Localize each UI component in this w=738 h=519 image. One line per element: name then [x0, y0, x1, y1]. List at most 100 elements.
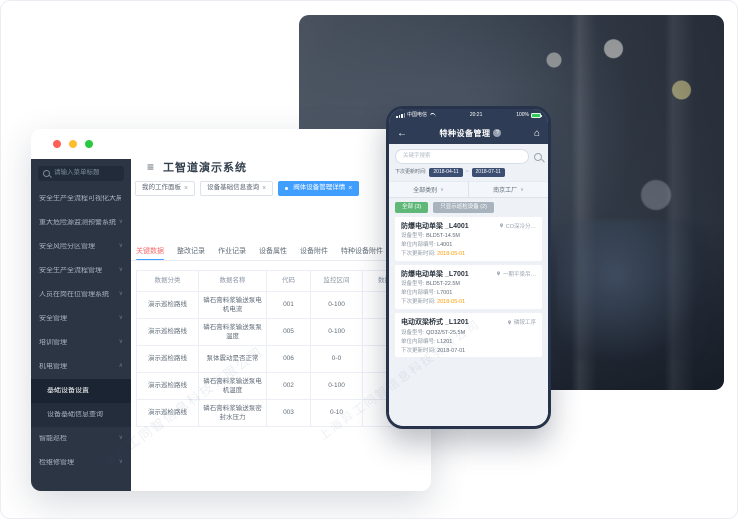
sidebar-item-maintenance[interactable]: 检维修管理 ∨	[31, 451, 131, 475]
sidebar-item-label: 人员在岗在位管理系统	[39, 290, 109, 298]
battery-icon	[530, 113, 542, 118]
sidebar-item-equipment-info-query[interactable]: 设备基础信息查询	[31, 403, 131, 427]
minimize-window-button[interactable]	[69, 140, 77, 148]
table-cell: 演示巡检路线	[137, 292, 199, 319]
filter-dropdowns: 全部类别 ∨ 南京工厂 ∨	[389, 181, 548, 198]
sidebar-item-label: 重大危险源监测预警系统	[39, 218, 116, 226]
table-cell: 0-100	[311, 292, 363, 319]
chevron-down-icon: ∨	[118, 243, 123, 250]
equipment-location: 一期平梁吊…	[496, 270, 536, 278]
sidebar-item-label: 培训管理	[39, 338, 67, 346]
sidebar-item-smart-inspection[interactable]: 智能巡检 ∨	[31, 427, 131, 451]
equipment-card[interactable]: 防爆电动单梁 _L7001 一期平梁吊… 设备型号: BLD5T-22.5M 单…	[395, 264, 542, 310]
tab-special-equipment-attachments[interactable]: 特种设备附件	[341, 248, 383, 255]
close-icon[interactable]: ×	[184, 185, 189, 192]
home-icon[interactable]: ⌂	[533, 127, 540, 139]
location-pin-icon	[499, 223, 503, 228]
zoom-window-button[interactable]	[85, 140, 93, 148]
app-header: ≡ 工智道演示系统	[147, 159, 247, 175]
tab-equipment-info-query[interactable]: 设备基础信息查询 ×	[200, 181, 274, 196]
back-icon[interactable]: ←	[397, 127, 407, 139]
close-icon[interactable]: ×	[348, 185, 353, 192]
table-cell: 演示巡检路线	[137, 319, 199, 346]
sidebar-item-label: 智能巡检	[39, 434, 67, 442]
field-value: 2018-07-01	[437, 347, 466, 354]
chevron-down-icon: ∨	[440, 186, 444, 193]
search-icon[interactable]	[534, 152, 542, 161]
close-window-button[interactable]	[53, 140, 61, 148]
equipment-location: 磷铵工序	[507, 318, 536, 326]
dropdown-label: 南京工厂	[493, 188, 518, 194]
sidebar-item-label: 基础设备设置	[47, 386, 89, 394]
open-tabs-bar: 我的工作面板 × 设备基础信息查询 × 阀体设备管理详情 ×	[135, 181, 360, 196]
battery-percent-label: 100%	[516, 112, 529, 118]
field-label: 设备型号:	[401, 329, 425, 336]
field-label: 设备型号:	[401, 233, 425, 239]
sidebar-item-hazard-monitoring[interactable]: 重大危险源监测预警系统 ∨	[31, 211, 131, 235]
sidebar-item-safety-process[interactable]: 安全生产全流程管理 ∨	[31, 259, 131, 283]
field-label: 下次更新时间:	[401, 347, 436, 354]
sidebar-item-training[interactable]: 培训管理 ∨	[31, 331, 131, 355]
date-from-button[interactable]: 2018-04-11	[429, 168, 463, 177]
tab-label: 阀体设备管理详情	[293, 184, 346, 192]
table-cell: 005	[267, 319, 311, 346]
field-value: QD32/5T-25.5M	[426, 329, 466, 336]
field-value: L4001	[437, 242, 453, 249]
category-dropdown[interactable]: 全部类别 ∨	[389, 182, 468, 197]
table-cell: 001	[267, 292, 311, 319]
dropdown-label: 全部类别	[413, 188, 438, 194]
equipment-card[interactable]: 电动双梁桥式 _L1201 磷铵工序 设备型号: QD32/5T-25.5M 单…	[395, 313, 542, 358]
close-icon[interactable]: ×	[262, 185, 267, 192]
tilde-separator: ~	[465, 169, 469, 175]
equipment-card[interactable]: 防爆电动单梁 _L4001 CO深冷分… 设备型号: BLD5T-14.5M 单…	[395, 216, 542, 261]
phone-body: 关键字搜索 下次更新时间: 2018-04-11 ~ 2018-07-11 全部…	[389, 144, 548, 426]
field-value: BLD5T-14.5M	[426, 233, 460, 239]
menu-collapse-icon[interactable]: ≡	[147, 160, 155, 174]
detail-tabs: 关键数据 整改记录 作业记录 设备属性 设备附件 特种设备附件	[136, 246, 383, 261]
key-data-table: 数据分类 数据名称 代码 监控区间 数据控制区间 演示巡检路线 磷石膏料浆输送泵…	[136, 270, 431, 427]
keyword-search-input[interactable]: 关键字搜索	[395, 149, 529, 164]
sidebar-item-label: 安全生产全流程管理	[39, 266, 102, 274]
location-label: CO深冷分…	[505, 223, 536, 230]
tab-my-workbench[interactable]: 我的工作面板 ×	[135, 181, 196, 196]
sidebar-item-personnel[interactable]: 人员在岗在位管理系统 ∨	[31, 283, 131, 307]
search-placeholder: 关键字搜索	[403, 152, 431, 159]
sidebar-item-visual-screen[interactable]: 安全生产全流程可视化大屏	[31, 187, 131, 211]
column-header: 代码	[267, 271, 311, 292]
chip-inspection-only[interactable]: 只显示巡检设备 (2)	[433, 202, 495, 213]
equipment-location: CO深冷分…	[499, 222, 536, 230]
tab-rectification-records[interactable]: 整改记录	[177, 248, 205, 255]
location-label: 磷铵工序	[513, 320, 536, 327]
equipment-title: 电动双梁桥式 _L1201	[401, 319, 469, 327]
factory-dropdown[interactable]: 南京工厂 ∨	[468, 182, 548, 197]
table-cell: 泵体震动是否正常	[199, 346, 267, 373]
sidebar-item-electromechanical[interactable]: 机电管理 ∧	[31, 355, 131, 379]
chevron-up-icon: ∧	[118, 363, 123, 370]
tabs-divider	[131, 260, 431, 261]
sidebar-search-input[interactable]: 请输入菜单标题	[38, 166, 124, 181]
field-label: 下次更新时间:	[401, 299, 436, 306]
tab-equipment-attributes[interactable]: 设备属性	[259, 248, 287, 255]
help-icon[interactable]: ?	[493, 129, 502, 137]
sidebar-item-safety-mgmt[interactable]: 安全管理 ∨	[31, 307, 131, 331]
chevron-down-icon: ∨	[118, 459, 123, 466]
field-value: L1201	[437, 338, 453, 345]
sidebar-item-risk-zoning[interactable]: 安全风险分区管理 ∨	[31, 235, 131, 259]
chevron-down-icon: ∨	[118, 267, 123, 274]
date-to-button[interactable]: 2018-07-11	[471, 168, 505, 177]
chevron-down-icon: ∨	[118, 219, 123, 226]
tab-valve-equipment-detail[interactable]: 阀体设备管理详情 ×	[278, 181, 360, 196]
tab-equipment-attachments[interactable]: 设备附件	[300, 248, 328, 255]
column-header: 数据名称	[199, 271, 267, 292]
sidebar-item-basic-equipment-setup[interactable]: 基础设备设置	[31, 379, 131, 403]
tab-key-data[interactable]: 关键数据	[136, 246, 164, 261]
table-cell: 磷石膏料浆输送泵电机电流	[199, 292, 267, 319]
table-cell: 0-10	[311, 400, 363, 427]
equipment-title: 防爆电动单梁 _L4001	[401, 222, 469, 230]
chevron-down-icon: ∨	[118, 315, 123, 322]
tab-work-records[interactable]: 作业记录	[218, 248, 246, 255]
location-pin-icon	[508, 319, 511, 325]
desktop-app-window: 请输入菜单标题 安全生产全流程可视化大屏 重大危险源监测预警系统 ∨ 安全风险分…	[31, 129, 431, 491]
chip-all[interactable]: 全部 (3)	[395, 202, 429, 213]
